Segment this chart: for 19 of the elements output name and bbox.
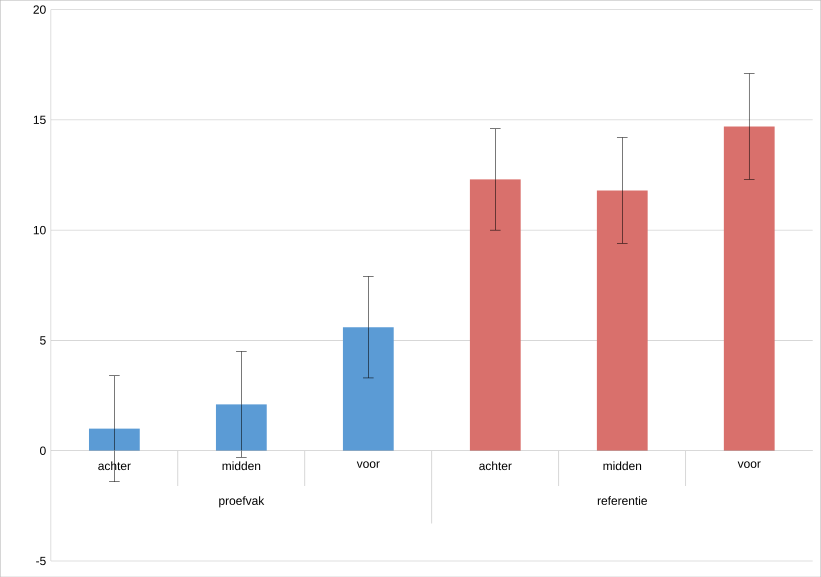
- bar: [88, 428, 140, 451]
- bar: [596, 190, 648, 451]
- x-tick-label: achter: [479, 461, 512, 470]
- y-tick-label: 5: [40, 336, 46, 344]
- y-tick-label: 20: [34, 5, 46, 14]
- bar: [216, 404, 267, 451]
- x-tick-label: midden: [603, 461, 642, 470]
- bar: [724, 126, 775, 451]
- bar: [342, 327, 394, 451]
- y-tick-label: 15: [34, 116, 46, 124]
- x-tick-label: midden: [222, 461, 260, 470]
- y-tick-label: -5: [36, 556, 46, 566]
- x-tick-label: voor: [356, 461, 380, 468]
- y-tick-label: 0: [40, 446, 46, 455]
- bar: [470, 179, 521, 451]
- annotation: referentie: [598, 496, 647, 505]
- y-tick-label: 10: [34, 226, 46, 234]
- x-tick-label: voor: [738, 461, 761, 468]
- annotation: proefvak: [219, 496, 264, 508]
